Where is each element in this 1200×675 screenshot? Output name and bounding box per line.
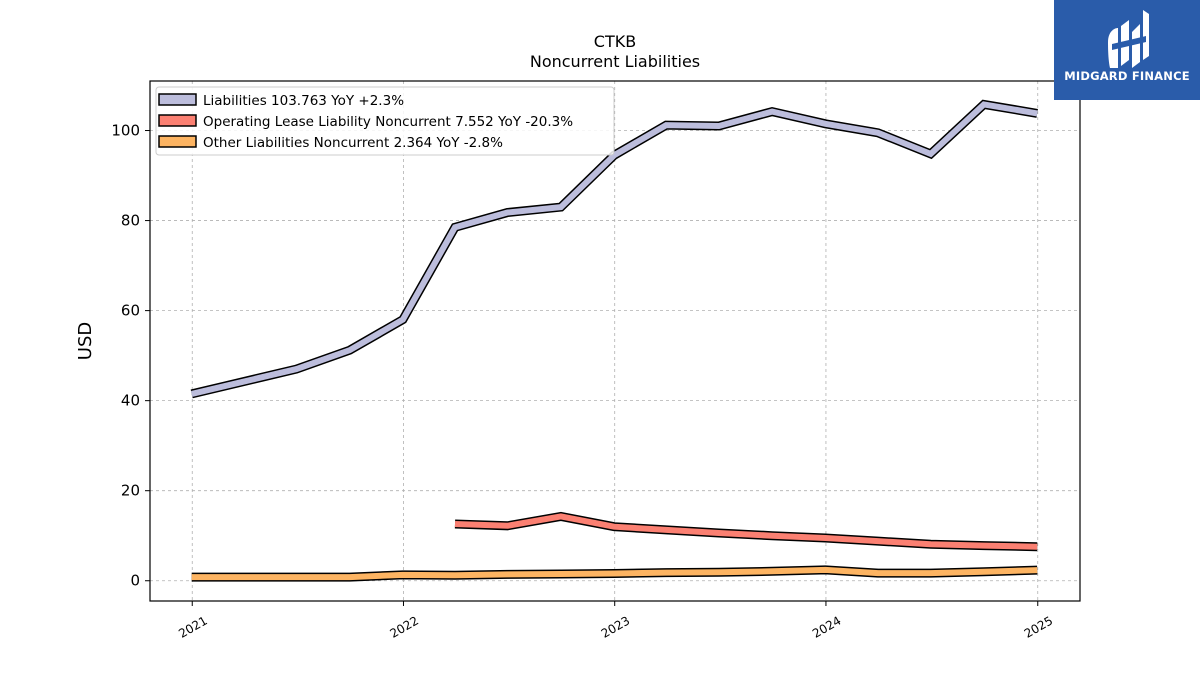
y-tick-label: 40 [121,392,140,410]
grid [150,81,1080,601]
series-line-0 [191,101,1038,397]
legend-entry-operating-lease: Operating Lease Liability Noncurrent 7.5… [203,114,573,130]
legend-swatch-liabilities [158,93,197,106]
y-tick-label: 60 [121,302,140,320]
x-tick-label: 2023 [599,613,632,640]
logo-text: MIDGARD FINANCE [1064,69,1190,83]
legend-swatch-operating-lease [158,114,197,127]
y-tick-label: 80 [121,212,140,230]
legend-swatch-other-liabilities [158,135,197,148]
y-tick-label: 0 [130,572,140,590]
x-tick-label: 2022 [388,613,421,640]
brand-logo: MIDGARD FINANCE [1054,0,1200,100]
x-tick-label: 2021 [176,613,209,640]
legend-box [155,86,615,156]
y-axis: 0 20 40 60 80 100 [111,122,150,590]
series-lines [190,99,1038,582]
x-axis: 2021 2022 2023 2024 2025 [176,601,1055,641]
x-tick-label: 2024 [810,613,843,640]
legend: Liabilities 103.763 YoY +2.3% Operating … [155,86,615,156]
y-axis-label: USD [75,322,96,360]
legend-entry-liabilities: Liabilities 103.763 YoY +2.3% [203,93,404,109]
y-tick-label: 100 [111,122,140,140]
series-line-1 [454,513,1038,550]
y-tick-label: 20 [121,482,140,500]
chart-title: CTKB [594,32,636,51]
logo-mark-icon [1108,10,1149,68]
series-line-2 [191,566,1038,581]
chart-subtitle: Noncurrent Liabilities [530,52,700,71]
legend-entry-other-liabilities: Other Liabilities Noncurrent 2.364 YoY -… [203,135,503,151]
x-tick-label: 2025 [1022,613,1055,640]
